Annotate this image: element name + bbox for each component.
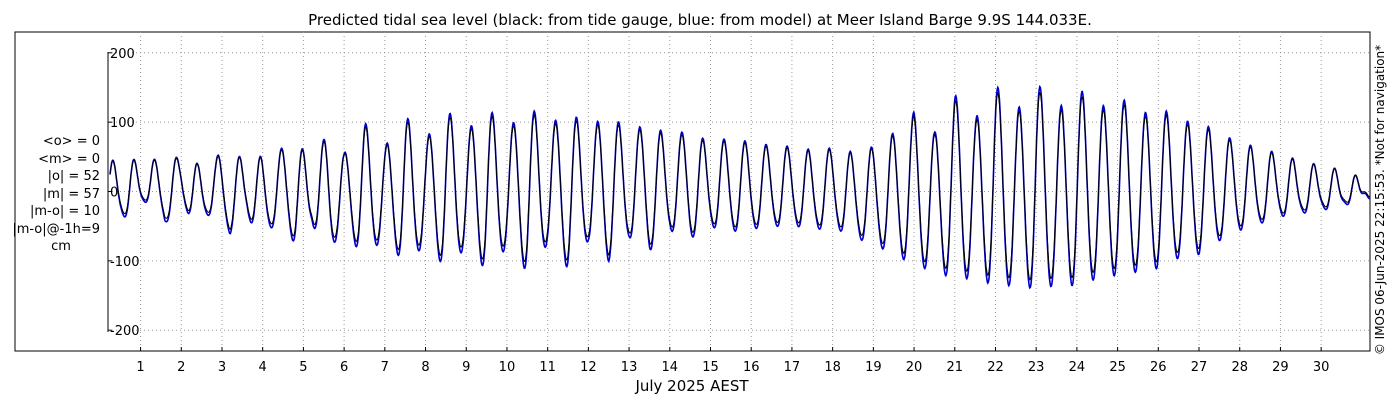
x-tick-label: 6 xyxy=(340,360,348,375)
series-line-tide-gauge xyxy=(109,91,1371,281)
x-tick-label: 8 xyxy=(421,360,429,375)
credit-text: © IMOS 06-Jun-2025 22:15:53. *Not for na… xyxy=(1373,44,1387,356)
y-tick-label: -100 xyxy=(110,255,140,270)
x-tick-label: 3 xyxy=(218,360,226,375)
x-tick-label: 7 xyxy=(381,360,389,375)
x-tick-label: 9 xyxy=(462,360,470,375)
x-tick-label: 25 xyxy=(1109,360,1126,375)
x-tick-label: 30 xyxy=(1313,360,1330,375)
y-tick-labels: -200 -100 0 100 200 xyxy=(108,47,140,339)
x-tick-label: 22 xyxy=(987,360,1004,375)
stats-annotations: <o> = 0 <m> = 0 |o| = 52 |m| = 57 |m-o| … xyxy=(0,133,100,256)
x-axis-label: July 2025 AEST xyxy=(634,377,749,395)
stat-abs-obs: |o| = 52 xyxy=(47,169,100,184)
x-tick-label: 20 xyxy=(906,360,923,375)
x-tick-label: 21 xyxy=(946,360,963,375)
y-tick-label: 100 xyxy=(110,116,135,131)
x-tick-label: 27 xyxy=(1191,360,1208,375)
stat-mean-obs: <o> = 0 xyxy=(42,134,100,149)
x-tick-label: 10 xyxy=(499,360,516,375)
x-tick-label: 19 xyxy=(865,360,882,375)
x-tick-label: 17 xyxy=(784,360,801,375)
x-tick-label: 2 xyxy=(177,360,185,375)
y-tick-label: 0 xyxy=(110,186,118,201)
x-tick-label: 15 xyxy=(702,360,719,375)
stat-abs-diff: |m-o| = 10 xyxy=(29,204,100,219)
x-tick-label: 11 xyxy=(539,360,556,375)
stat-mean-model: <m> = 0 xyxy=(38,151,100,167)
x-tick-label: 12 xyxy=(580,360,597,375)
y-tick-label: 200 xyxy=(110,47,135,62)
x-tick-label: 18 xyxy=(824,360,841,375)
x-tick-label: 24 xyxy=(1069,360,1086,375)
stat-abs-diff-lag: |m-o|@-1h=9 xyxy=(12,221,100,237)
chart-title: Predicted tidal sea level (black: from t… xyxy=(308,11,1092,29)
x-tick-label: 13 xyxy=(621,360,638,375)
x-tick-label: 14 xyxy=(662,360,679,375)
y-tick-label: -200 xyxy=(110,324,140,339)
plot-frame xyxy=(14,31,1371,352)
x-tick-label: 28 xyxy=(1231,360,1248,375)
x-tick-label: 1 xyxy=(136,360,144,375)
x-tick-label: 5 xyxy=(299,360,307,375)
x-tick-label: 16 xyxy=(743,360,760,375)
x-tick-label: 29 xyxy=(1272,360,1289,375)
x-tick-label: 4 xyxy=(259,360,267,375)
x-tick-label: 23 xyxy=(1028,360,1045,375)
stat-abs-model: |m| = 57 xyxy=(42,186,100,202)
x-tick-label: 26 xyxy=(1150,360,1167,375)
stat-unit: cm xyxy=(51,239,71,254)
x-tick-labels: 1 2 3 4 5 6 7 8 9 10 11 12 13 14 15 16 17 18 19 20 21 22 23 24 2… xyxy=(136,347,1329,375)
